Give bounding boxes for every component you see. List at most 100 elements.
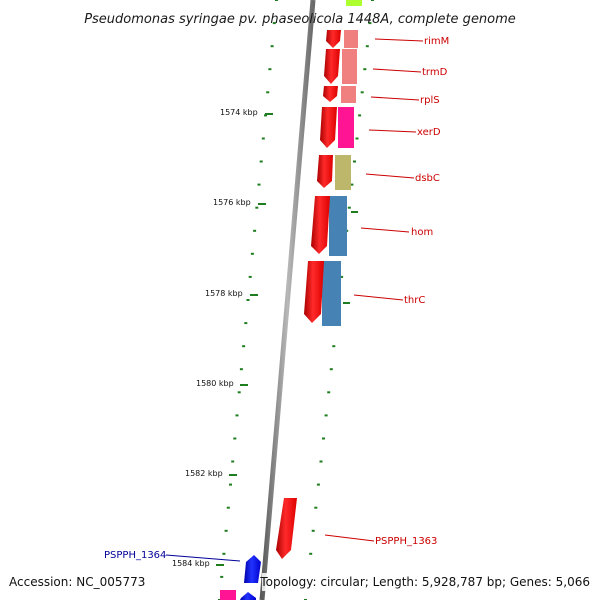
minor-tick [329, 368, 333, 371]
cds-arrow [326, 30, 341, 48]
minor-tick [272, 22, 276, 25]
minor-tick [233, 437, 237, 440]
cds-arrow [304, 261, 324, 323]
cog-box [338, 107, 354, 148]
minor-tick [229, 483, 232, 486]
minor-tick [264, 114, 267, 117]
cds-arrow [324, 49, 340, 84]
minor-tick [350, 183, 354, 186]
minor-tick [319, 460, 323, 463]
minor-tick [311, 529, 315, 532]
minor-tick [358, 114, 362, 117]
cds-track [240, 30, 341, 600]
minor-tick [268, 68, 272, 71]
cog-box [329, 196, 347, 256]
gene-label-PSPPH_1363[interactable]: PSPPH_1363 [375, 536, 437, 547]
minor-tick [324, 414, 328, 417]
leader-line [368, 129, 417, 133]
gene-label-xerD[interactable]: xerD [417, 127, 441, 138]
cds-arrow [317, 155, 333, 188]
cog-box [344, 30, 358, 48]
minor-tick [222, 552, 226, 555]
map-title: Pseudomonas syringae pv. phaseolicola 14… [84, 12, 516, 27]
minor-tick [327, 391, 331, 394]
cog-box [346, 0, 362, 6]
minor-tick [226, 506, 230, 509]
cds-arrow [240, 592, 256, 600]
cog-box [322, 261, 341, 326]
minor-tick [261, 137, 265, 140]
leader-line [324, 534, 375, 542]
accession-label: Accession: NC_005773 [9, 575, 145, 589]
gene-label-PSPPH_1364[interactable]: PSPPH_1364 [104, 550, 166, 561]
leader-line [360, 227, 410, 233]
tick-labels: 1574 kbp 1576 kbp 1578 kbp 1580 kbp 1582… [172, 108, 258, 568]
cds-arrow [323, 86, 338, 102]
minor-tick [235, 414, 239, 417]
minor-tick [244, 322, 248, 325]
minor-tick [239, 368, 243, 371]
minor-tick [363, 68, 367, 71]
minor-tick [237, 391, 241, 394]
minor-tick [259, 160, 263, 163]
minor-tick [253, 229, 257, 232]
cog-box [335, 155, 351, 190]
cog-box [341, 86, 356, 103]
minor-tick [365, 45, 369, 48]
minor-tick [270, 45, 274, 48]
minor-tick [355, 137, 359, 140]
minor-tick [224, 529, 228, 532]
genome-summary: Topology: circular; Length: 5,928,787 bp… [259, 575, 590, 589]
leader-line [365, 173, 415, 179]
minor-tick [340, 275, 344, 278]
gene-labels: rimM trmD rplS xerD dsbC hom thrC PSPPH_… [104, 36, 449, 561]
minor-tick [257, 183, 261, 186]
leader-line [165, 554, 241, 562]
tick-label-1574: 1574 kbp [220, 108, 258, 117]
leader-line [353, 294, 404, 301]
cog-track [220, 0, 362, 600]
major-ticks [216, 113, 358, 566]
minor-tick [316, 483, 320, 486]
cog-box [342, 49, 357, 84]
cds-arrow [311, 196, 330, 254]
leader-line [372, 68, 422, 73]
tick-label-1582: 1582 kbp [185, 469, 223, 478]
cds-arrow [320, 107, 337, 148]
minor-tick [266, 91, 270, 94]
tick-label-1580: 1580 kbp [196, 379, 234, 388]
tick-label-1576: 1576 kbp [213, 198, 251, 207]
tick-label-1578: 1578 kbp [205, 289, 243, 298]
gene-label-hom[interactable]: hom [411, 227, 433, 238]
cog-box [220, 590, 236, 600]
minor-tick [250, 252, 254, 255]
minor-tick [371, 0, 374, 1]
footer-background [262, 573, 600, 591]
tick-label-1584: 1584 kbp [172, 559, 210, 568]
gene-label-dsbC[interactable]: dsbC [415, 173, 440, 184]
leader-line [374, 38, 424, 42]
minor-tick [246, 299, 250, 301]
gene-label-trmD[interactable]: trmD [422, 67, 448, 78]
minor-tick [314, 506, 318, 509]
cds-arrow [244, 555, 261, 583]
minor-tick [231, 460, 235, 463]
minor-tick [309, 552, 313, 555]
gene-label-rimM[interactable]: rimM [424, 36, 449, 47]
gene-leaders [165, 38, 424, 562]
minor-tick [347, 206, 351, 209]
genome-backbone [259, 0, 316, 600]
minor-tick [360, 91, 364, 94]
minor-tick [275, 0, 278, 1]
minor-tick [248, 275, 252, 278]
minor-tick [368, 22, 372, 25]
gene-label-rplS[interactable]: rplS [420, 95, 440, 106]
inner-tick-track [218, 0, 278, 600]
gene-label-thrC[interactable]: thrC [404, 295, 425, 306]
minor-tick [255, 206, 259, 209]
leader-line [370, 96, 420, 101]
minor-tick [322, 437, 325, 440]
minor-tick [242, 345, 246, 348]
minor-tick [332, 345, 336, 348]
